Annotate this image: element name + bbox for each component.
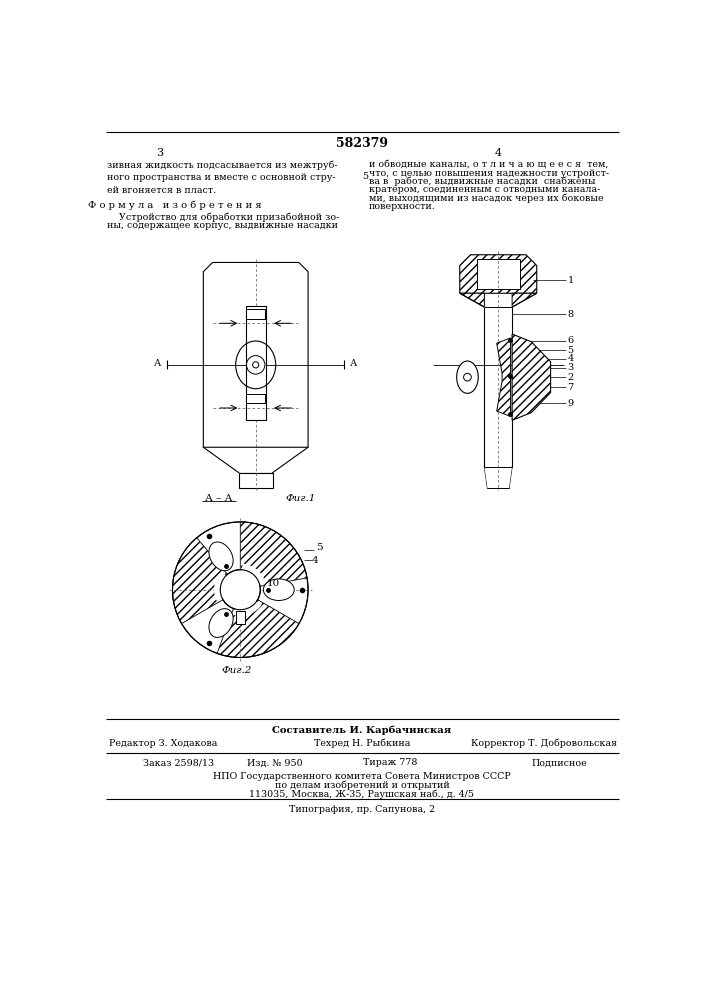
Ellipse shape: [209, 609, 233, 637]
Text: Ф о р м у л а   и з о б р е т е н и я: Ф о р м у л а и з о б р е т е н и я: [88, 201, 262, 210]
Text: А: А: [154, 359, 162, 368]
Text: Типография, пр. Сапунова, 2: Типография, пр. Сапунова, 2: [289, 805, 435, 814]
Text: ми, выходящими из насадок через их боковые: ми, выходящими из насадок через их боков…: [369, 194, 604, 203]
Text: А – А: А – А: [205, 494, 233, 503]
Polygon shape: [484, 466, 498, 488]
Polygon shape: [460, 293, 484, 307]
Text: кратером, соединенным с отводными канала-: кратером, соединенным с отводными канала…: [369, 185, 600, 194]
Polygon shape: [484, 307, 498, 466]
Polygon shape: [498, 466, 512, 488]
Polygon shape: [242, 564, 266, 585]
Text: Фиг.2: Фиг.2: [221, 666, 252, 675]
Polygon shape: [204, 262, 308, 447]
Polygon shape: [240, 522, 307, 590]
Polygon shape: [233, 600, 262, 616]
Text: и обводные каналы, о т л и ч а ю щ е е с я  тем,: и обводные каналы, о т л и ч а ю щ е е с…: [369, 160, 608, 169]
Polygon shape: [512, 334, 551, 420]
Text: А: А: [350, 359, 357, 368]
Text: 5: 5: [362, 172, 368, 181]
Text: по делам изобретений и открытий: по делам изобретений и открытий: [274, 781, 450, 790]
Text: зивная жидкость подсасывается из межтруб-
ного пространства и вместе с основной : зивная жидкость подсасывается из межтруб…: [107, 160, 338, 195]
Text: 2: 2: [568, 373, 574, 382]
Bar: [239, 473, 273, 488]
Text: Тираж 778: Тираж 778: [363, 758, 418, 767]
Text: что, с целью повышения надежности устройст-: что, с целью повышения надежности устрой…: [369, 169, 609, 178]
Ellipse shape: [264, 579, 294, 600]
Text: ны, содержащее корпус, выдвижные насадки: ны, содержащее корпус, выдвижные насадки: [107, 221, 338, 230]
Bar: [246, 306, 266, 420]
Text: 4: 4: [495, 148, 502, 158]
Text: ва в  работе, выдвижные насадки  снабжены: ва в работе, выдвижные насадки снабжены: [369, 177, 595, 186]
Bar: [477, 259, 520, 289]
Text: Техред Н. Рыбкина: Техред Н. Рыбкина: [314, 739, 410, 748]
Circle shape: [221, 570, 260, 610]
Bar: [235, 611, 245, 624]
Text: Составитель И. Карбачинская: Составитель И. Карбачинская: [272, 725, 452, 735]
Text: НПО Государственного комитета Совета Министров СССР: НПО Государственного комитета Совета Мин…: [213, 772, 511, 781]
Text: 5: 5: [316, 543, 322, 552]
Circle shape: [173, 522, 308, 657]
Text: 6: 6: [568, 336, 573, 345]
Text: поверхности.: поверхности.: [369, 202, 436, 211]
Text: Заказ 2598/13: Заказ 2598/13: [143, 758, 214, 767]
Polygon shape: [498, 307, 512, 466]
Text: 113035, Москва, Ж-35, Раушская наб., д. 4/5: 113035, Москва, Ж-35, Раушская наб., д. …: [250, 789, 474, 799]
Text: Редактор З. Ходакова: Редактор З. Ходакова: [109, 739, 218, 748]
Text: Устройство для обработки призабойной зо-: Устройство для обработки призабойной зо-: [107, 212, 339, 222]
Text: 5: 5: [568, 346, 573, 355]
Text: 3: 3: [568, 363, 574, 372]
Text: Изд. № 950: Изд. № 950: [247, 758, 303, 767]
Text: 9: 9: [568, 399, 573, 408]
Text: 7: 7: [568, 383, 574, 392]
Text: 10: 10: [267, 579, 281, 588]
Polygon shape: [173, 538, 240, 624]
Text: Корректор Т. Добровольская: Корректор Т. Добровольская: [472, 739, 617, 748]
Polygon shape: [512, 293, 537, 307]
Polygon shape: [217, 590, 299, 657]
Text: Фиг.1: Фиг.1: [285, 494, 315, 503]
Polygon shape: [214, 571, 227, 601]
Ellipse shape: [209, 542, 233, 571]
Text: 1: 1: [568, 276, 574, 285]
Text: Подписное: Подписное: [532, 758, 588, 767]
Text: 4: 4: [312, 556, 319, 565]
Polygon shape: [460, 255, 537, 293]
Bar: [247, 309, 265, 319]
Text: 3: 3: [156, 148, 163, 158]
Text: 4: 4: [568, 354, 574, 363]
Ellipse shape: [457, 361, 478, 393]
Bar: [247, 394, 265, 403]
Polygon shape: [497, 338, 510, 416]
Text: 582379: 582379: [336, 137, 388, 150]
Text: 8: 8: [568, 310, 573, 319]
